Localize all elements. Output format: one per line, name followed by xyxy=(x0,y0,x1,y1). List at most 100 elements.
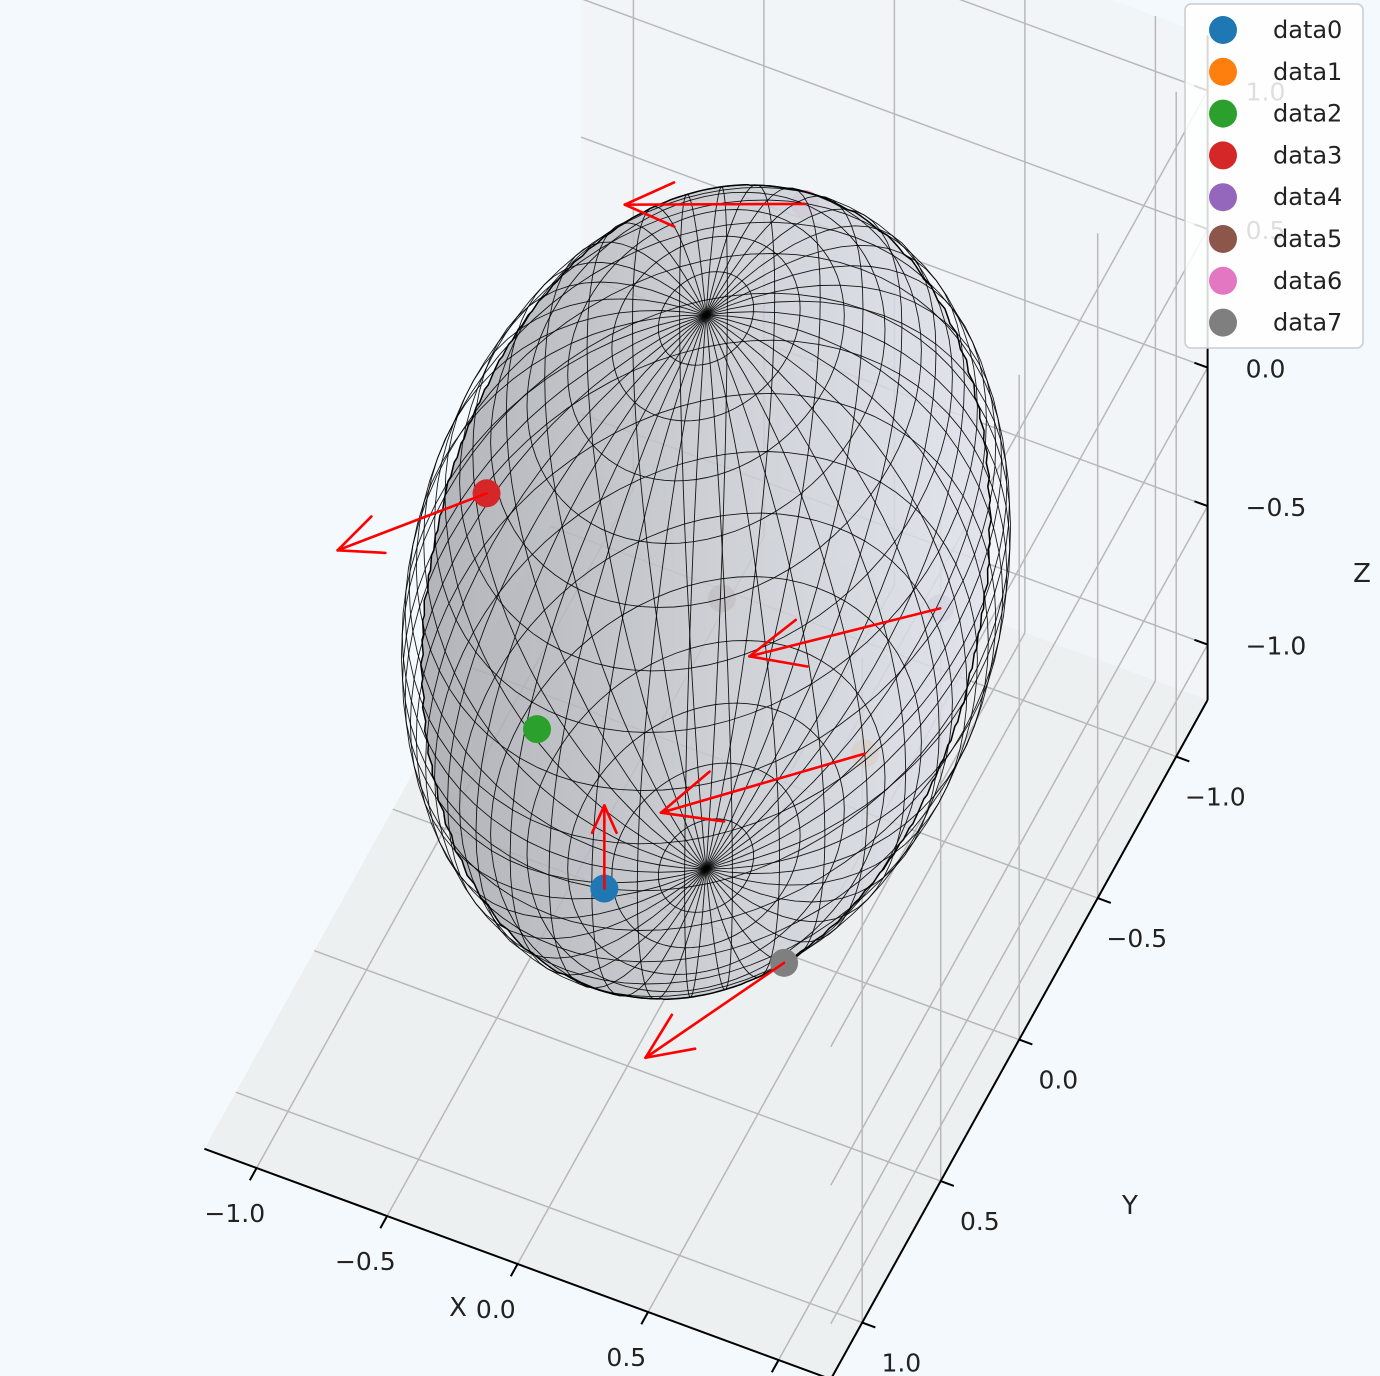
legend-label-data1: data1 xyxy=(1273,58,1342,86)
arrow-shaft xyxy=(623,202,807,206)
sphere-parallel xyxy=(490,576,922,1000)
legend-items: data0 data1 data2 data3 data4 data5 data6 data7 xyxy=(1209,16,1342,337)
sphere-parallel xyxy=(459,186,953,672)
grid-floor-y xyxy=(314,949,941,1182)
grid-wall-z-left xyxy=(959,0,1208,92)
legend-box xyxy=(1184,3,1364,349)
arrow-shaft xyxy=(748,607,942,658)
x-tick-label: 0.0 xyxy=(476,1295,516,1324)
arrow-shaft xyxy=(336,491,488,552)
sphere-parallel xyxy=(404,339,1008,931)
x-tick-tick xyxy=(640,1311,649,1325)
legend-marker-data5 xyxy=(1209,225,1237,253)
grid-wall-z-right xyxy=(830,644,1209,1325)
y-tick-tick xyxy=(1175,755,1190,763)
arrow-head xyxy=(336,515,373,552)
arrow-head xyxy=(623,181,676,206)
sphere-parallel xyxy=(404,253,1008,845)
y-tick-label: 0.0 xyxy=(1038,1065,1078,1094)
arrow-data6 xyxy=(623,181,807,228)
y-tick-tick xyxy=(1097,897,1112,904)
arrow-head xyxy=(590,804,606,835)
z-tick-label: −0.5 xyxy=(1246,493,1307,522)
y-tick-label: 1.0 xyxy=(881,1348,921,1376)
y-tick-tick xyxy=(861,1321,876,1329)
arrow-data4 xyxy=(748,607,942,668)
legend-label-data0: data0 xyxy=(1273,16,1342,44)
legend-marker-data2 xyxy=(1209,99,1237,128)
y-tick-label: −0.5 xyxy=(1106,924,1167,953)
sphere-parallel xyxy=(611,762,801,949)
legend-marker-data4 xyxy=(1209,183,1237,212)
arrow-head xyxy=(644,1013,674,1060)
x-axis-label: X xyxy=(449,1293,467,1323)
legend: data0 data1 data2 data3 data4 data5 data6 data7 xyxy=(1184,3,1364,349)
grid-wall-z-left xyxy=(582,0,1208,230)
tick-marks: −1.0−0.50.00.51.0−1.0−0.50.00.51.0−1.0−0… xyxy=(204,78,1306,1376)
legend-marker-data0 xyxy=(1209,16,1237,44)
x-tick-tick xyxy=(379,1215,388,1229)
arrows xyxy=(336,181,942,1060)
y-tick-tick xyxy=(1018,1038,1033,1046)
sphere-parallel xyxy=(567,209,845,482)
grid-wall-z-right xyxy=(830,505,1209,1186)
legend-label-data7: data7 xyxy=(1273,309,1342,337)
arrow-shaft xyxy=(659,752,867,815)
arrow-data3 xyxy=(336,491,488,555)
y-axis-label: Y xyxy=(1121,1191,1138,1221)
x-tick-label: −0.5 xyxy=(335,1247,396,1276)
arrow-head xyxy=(748,655,809,668)
y-tick-label: 0.5 xyxy=(960,1207,1000,1236)
arrow-shaft xyxy=(644,961,786,1060)
legend-label-data4: data4 xyxy=(1273,183,1342,211)
sphere-parallel xyxy=(567,702,845,975)
arrow-head xyxy=(623,203,676,228)
grid-floor-y xyxy=(235,1091,863,1324)
z-tick-label: −1.0 xyxy=(1246,632,1307,661)
legend-marker-data7 xyxy=(1209,308,1237,337)
legend-label-data6: data6 xyxy=(1273,267,1342,295)
sphere-parallel xyxy=(490,184,922,608)
z-tick-label: 0.0 xyxy=(1246,355,1286,384)
x-tick-tick xyxy=(770,1359,780,1373)
arrow-head xyxy=(336,548,387,555)
z-tick-tick xyxy=(1194,638,1208,646)
y-tick-tick xyxy=(940,1180,955,1187)
sphere-parallel xyxy=(611,235,801,422)
x-tick-label: 0.5 xyxy=(606,1343,646,1372)
sphere-parallel xyxy=(415,392,997,963)
grid-wall-z-right xyxy=(830,367,1209,1048)
arrow-head xyxy=(644,1047,697,1060)
arrow-data0 xyxy=(590,804,618,890)
y-axis-line xyxy=(831,699,1209,1376)
sphere-parallel xyxy=(526,640,886,993)
arrow-data7 xyxy=(644,961,786,1060)
sphere-parallel xyxy=(400,292,1012,892)
x-tick-label: −1.0 xyxy=(204,1199,265,1228)
legend-label-data3: data3 xyxy=(1273,141,1342,169)
arrow-data1 xyxy=(659,752,867,823)
x-tick-tick xyxy=(248,1167,258,1181)
sphere-parallel xyxy=(434,199,978,733)
sphere-parallel xyxy=(526,191,886,544)
sphere-parallel xyxy=(459,512,953,998)
point-data2 xyxy=(523,715,552,744)
z-tick-tick xyxy=(1194,361,1208,369)
wireframe-sphere xyxy=(400,183,1012,1001)
x-tick-tick xyxy=(509,1263,519,1277)
legend-marker-data1 xyxy=(1209,57,1237,86)
legend-label-data2: data2 xyxy=(1273,100,1342,128)
axis-labels: X Y Z xyxy=(449,559,1371,1323)
sphere-parallel xyxy=(415,221,997,792)
arrow-head xyxy=(659,770,711,815)
legend-marker-data3 xyxy=(1209,141,1237,170)
arrow-head xyxy=(603,804,618,835)
legend-marker-data6 xyxy=(1209,266,1237,295)
arrow-head xyxy=(748,618,798,658)
sphere-parallel xyxy=(657,818,755,913)
sphere-parallel xyxy=(657,271,755,366)
y-tick-label: −1.0 xyxy=(1185,782,1246,811)
legend-label-data5: data5 xyxy=(1273,225,1342,253)
z-tick-tick xyxy=(1194,500,1208,508)
